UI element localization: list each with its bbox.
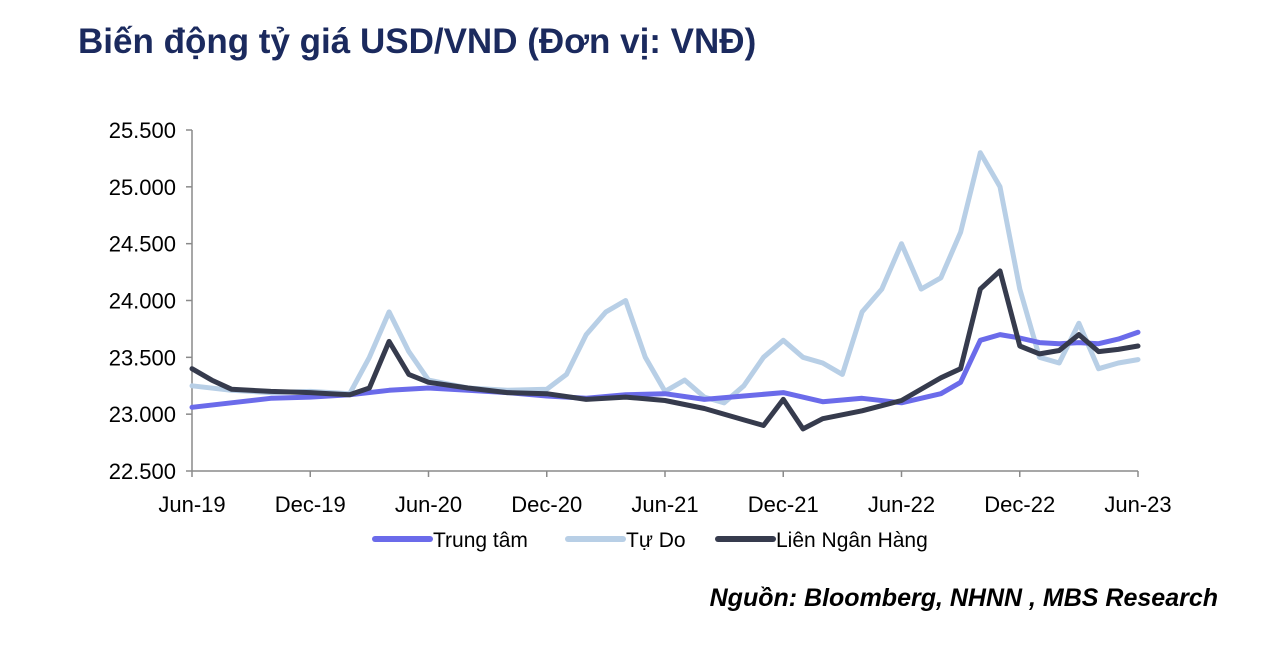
- legend: Trung tâm Tự Do Liên Ngân Hàng: [372, 529, 928, 552]
- x-tick-label: Jun-19: [158, 492, 225, 517]
- x-tick-label: Dec-21: [748, 492, 819, 517]
- x-tick-label: Dec-19: [275, 492, 346, 517]
- x-tick-label: Dec-22: [984, 492, 1055, 517]
- chart-title: Biến động tỷ giá USD/VND (Đơn vị: VNĐ): [78, 22, 757, 61]
- y-tick-label: 22.500: [109, 459, 176, 484]
- y-axis: 22.500 23.000 23.500 24.000 24.500 25.000 25.5…: [109, 118, 193, 484]
- y-tick-label: 25.000: [109, 175, 176, 200]
- x-tick-label: Dec-20: [511, 492, 582, 517]
- source-note: Nguồn: Bloomberg, NHNN , MBS Research: [709, 584, 1218, 612]
- x-tick-label: Jun-20: [395, 492, 462, 517]
- y-tick-label: 25.500: [109, 118, 176, 143]
- series-line-trung-tam: [189, 329, 1141, 410]
- x-tick-label: Jun-23: [1104, 492, 1171, 517]
- y-tick-label: 23.500: [109, 345, 176, 370]
- x-axis: Jun-19 Dec-19 Jun-20 Dec-20 Jun-21 Dec-21 Jun-…: [158, 470, 1172, 517]
- series-line-tu-do: [189, 150, 1141, 406]
- y-tick-label: 24.000: [109, 289, 176, 314]
- legend-label: Trung tâm: [433, 529, 528, 552]
- y-tick-label: 23.000: [109, 402, 176, 427]
- series-layer: [189, 150, 1141, 432]
- legend-label: Tự Do: [626, 529, 686, 552]
- x-tick-label: Jun-21: [631, 492, 698, 517]
- legend-label: Liên Ngân Hàng: [776, 529, 928, 552]
- series-line-lien-ngan-hang: [189, 268, 1141, 432]
- y-tick-label: 24.500: [109, 232, 176, 257]
- x-tick-label: Jun-22: [868, 492, 935, 517]
